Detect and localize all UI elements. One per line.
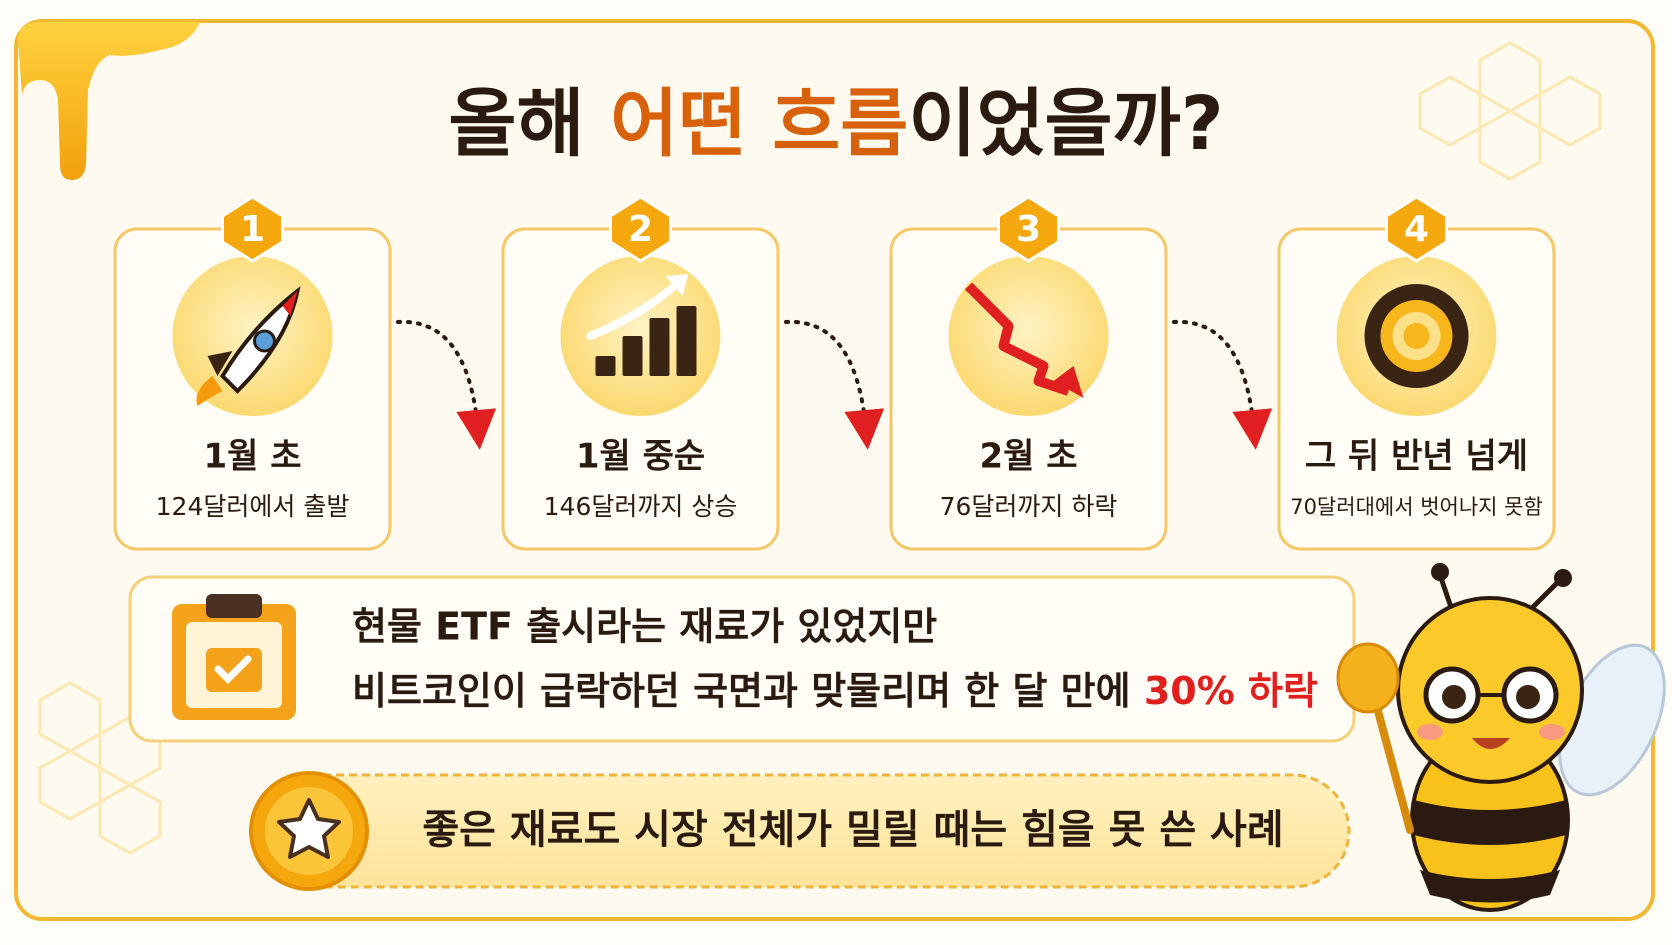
- star-badge: [249, 771, 369, 891]
- flow-arrow: [784, 319, 885, 450]
- flow-arrow: [396, 319, 497, 450]
- icon: [586, 274, 697, 376]
- title-part: 이었을까?: [908, 81, 1223, 167]
- step-card: 2 1월 중순 146달러까지 상승: [501, 195, 780, 551]
- step-card: 1 1월 초 124달러에서 출발: [113, 195, 392, 551]
- step-description: 76달러까지 하락: [940, 492, 1118, 521]
- rocket-fin: [207, 351, 233, 376]
- clipboard-icon: [172, 594, 296, 720]
- step-number: 3: [1016, 209, 1041, 250]
- bee-mascot: [1336, 563, 1666, 912]
- step-label: 그 뒤 반년 넘게: [1305, 437, 1528, 477]
- icon-circle: [948, 256, 1109, 416]
- chart-bar: [649, 318, 670, 376]
- step-label: 1월 초: [203, 437, 301, 477]
- icon: [1364, 284, 1469, 388]
- step-label: 1월 중순: [576, 437, 705, 477]
- callout-text: 비트코인이 급락하던 국면과 맞물리며 한 달 만에: [352, 669, 1144, 713]
- step-number: 2: [628, 209, 653, 250]
- callout-line: 비트코인이 급락하던 국면과 맞물리며 한 달 만에 30% 하락: [352, 669, 1318, 713]
- honey-drip: [18, 22, 200, 180]
- summary-text: 좋은 재료도 시장 전체가 밀릴 때는 힘을 못 쓴 사례: [422, 807, 1283, 853]
- title-part: 올해: [448, 81, 610, 167]
- step-card: 3 2월 초 76달러까지 하락: [889, 195, 1168, 551]
- number-badge: [221, 195, 284, 263]
- steps: 1 1월 초 124달러에서 출발 2 1월 중순 146달러까지 상승 3 2월 초 76달러…: [113, 195, 1556, 551]
- callout-box: [128, 575, 1356, 743]
- step-card: 4 그 뒤 반년 넘게 70달러대에서 벗어나지 못함: [1277, 195, 1556, 551]
- honeycomb-decor: [38, 41, 1602, 855]
- title-highlight: 어떤 흐름: [610, 81, 908, 167]
- step-description: 124달러에서 출발: [156, 492, 350, 521]
- down-arrow-head: [1053, 366, 1084, 398]
- number-badge: [1385, 195, 1448, 263]
- step-label: 2월 초: [979, 437, 1077, 477]
- step-number: 4: [1404, 209, 1429, 250]
- chart-bar: [595, 356, 616, 376]
- flow-arrow: [1172, 319, 1273, 450]
- step-number: 1: [240, 209, 265, 250]
- step-description: 70달러대에서 벗어나지 못함: [1290, 495, 1543, 519]
- icon: [964, 282, 1084, 398]
- title: 올해 어떤 흐름이었을까?: [448, 81, 1223, 167]
- down-arrow: [964, 282, 1071, 396]
- target-center: [1403, 323, 1430, 349]
- icon: [196, 286, 301, 406]
- rocket-flame: [196, 376, 223, 406]
- chart-bar: [622, 336, 643, 376]
- chart-bar: [676, 306, 697, 376]
- chart-arrow-head: [665, 274, 689, 296]
- rocket-window: [253, 329, 276, 353]
- chart-arrow: [586, 277, 685, 340]
- callout-highlight: 30% 하락: [1144, 669, 1318, 713]
- number-badge: [609, 195, 672, 263]
- rocket-nose: [282, 291, 298, 316]
- number-badge: [997, 195, 1060, 263]
- step-description: 146달러까지 상승: [544, 492, 738, 521]
- callout-line: 현물 ETF 출시라는 재료가 있었지만: [352, 605, 937, 649]
